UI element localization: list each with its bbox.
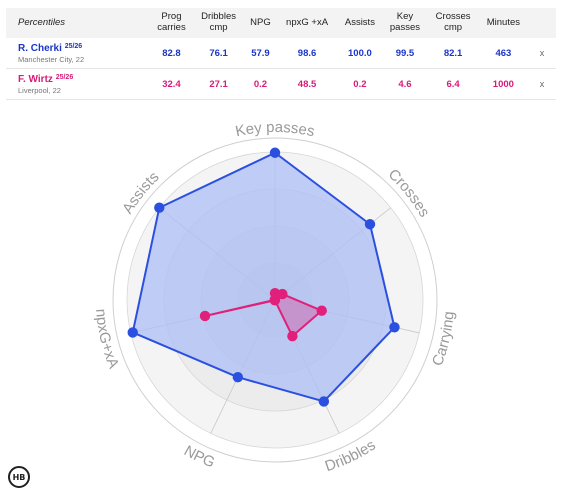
radar-point-f-wirtz xyxy=(316,305,327,316)
radar-area-f-wirtz xyxy=(204,292,323,338)
player-team-wirtz: Liverpool, 22 xyxy=(18,85,61,95)
radar-point-r-cherki xyxy=(127,327,138,338)
header-percentiles: Percentiles xyxy=(18,16,65,28)
header-crosses-cmp: Crosses cmp xyxy=(435,11,471,33)
header-dribbles-cmp: Dribbles cmp xyxy=(201,11,236,33)
remove-player-button-wirtz[interactable]: x xyxy=(528,68,556,100)
hb-logo-icon: HB xyxy=(8,466,30,488)
header-key-passes: Key passes xyxy=(389,11,420,33)
player-name-cherki[interactable]: R. Cherki 25/26 xyxy=(18,42,83,54)
value-cell: 32.4 xyxy=(150,68,193,100)
value-cell: 6.4 xyxy=(427,68,479,100)
value-cell: 76.1 xyxy=(192,38,245,69)
value-cell: 0.2 xyxy=(337,68,383,100)
radar-area-r-cherki xyxy=(131,151,396,403)
value-cell: 98.6 xyxy=(276,38,338,69)
radar-point-r-cherki xyxy=(364,219,376,230)
table-row-wirtz: F. Wirtz 25/26 Liverpool, 22 32.4 27.1 0… xyxy=(6,68,556,100)
value-cell: 48.5 xyxy=(276,68,338,100)
value-cell: 1000 xyxy=(478,68,528,100)
header-npg: NPG xyxy=(250,16,271,28)
player-name-wirtz[interactable]: F. Wirtz 25/26 xyxy=(18,73,74,85)
percentiles-table: Percentiles Prog carries Dribbles cmp NPG … xyxy=(6,8,556,100)
value-cell: 4.6 xyxy=(382,68,428,100)
percentiles-table-container: Percentiles Prog carries Dribbles cmp NPG … xyxy=(6,8,556,100)
radar-point-r-cherki xyxy=(232,372,244,383)
radar-axis-label: Key passes xyxy=(234,119,316,140)
radar-point-f-wirtz xyxy=(269,294,280,306)
player-cell-cherki: R. Cherki 25/26 Manchester City, 22 xyxy=(6,38,150,69)
value-cell: 463 xyxy=(478,38,528,69)
header-npxg-xa: npxG +xA xyxy=(286,16,329,28)
player-cell-wirtz: F. Wirtz 25/26 Liverpool, 22 xyxy=(6,68,150,100)
radar-point-r-cherki xyxy=(389,322,400,333)
player-team-cherki: Manchester City, 22 xyxy=(18,54,85,64)
value-cell: 0.2 xyxy=(244,68,277,100)
radar-point-r-cherki xyxy=(269,147,281,158)
value-cell: 100.0 xyxy=(337,38,383,69)
value-cell: 82.1 xyxy=(427,38,479,69)
radar-point-f-wirtz xyxy=(277,288,288,300)
radar-point-f-wirtz xyxy=(287,330,298,342)
value-cell: 27.1 xyxy=(192,68,245,100)
table-row-cherki: R. Cherki 25/26 Manchester City, 22 82.8… xyxy=(6,38,556,69)
value-cell: 82.8 xyxy=(150,38,193,69)
header-prog-carries: Prog carries xyxy=(157,11,186,33)
header-minutes: Minutes xyxy=(486,16,520,28)
radar-point-f-wirtz xyxy=(199,310,211,322)
radar-point-r-cherki xyxy=(318,396,330,407)
value-cell: 57.9 xyxy=(244,38,277,69)
header-assists: Assists xyxy=(344,16,375,28)
remove-player-button-cherki[interactable]: x xyxy=(528,38,556,69)
table-header-row: Percentiles Prog carries Dribbles cmp NPG … xyxy=(6,8,556,38)
radar-point-r-cherki xyxy=(154,202,165,213)
value-cell: 99.5 xyxy=(382,38,428,69)
